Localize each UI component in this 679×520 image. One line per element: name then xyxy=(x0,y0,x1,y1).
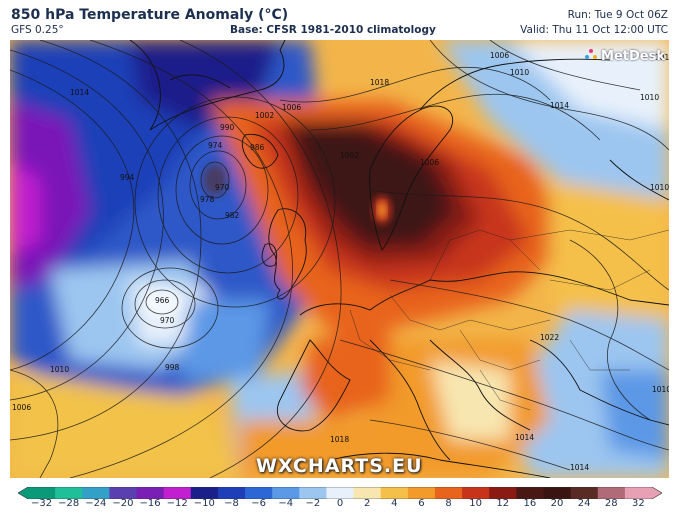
colorbar-gradient xyxy=(17,486,663,500)
colorbar-segment xyxy=(163,487,192,499)
temperature-field xyxy=(10,40,669,478)
colorbar-tick-label: 28 xyxy=(604,498,618,509)
climatology-base-label: Base: CFSR 1981-2010 climatology xyxy=(230,24,436,36)
colorbar-arrow-left xyxy=(18,487,28,499)
isobar-label: 1010 xyxy=(640,93,659,102)
colorbar-tick-label: −16 xyxy=(139,498,161,509)
colorbar-segment xyxy=(326,487,355,499)
colorbar-tick-label: 6 xyxy=(418,498,425,509)
colorbar-tick-label: −2 xyxy=(305,498,321,509)
colorbar-tick-label: 24 xyxy=(577,498,591,509)
isobar-label: 1014 xyxy=(70,88,89,97)
colorbar-segment xyxy=(217,487,246,499)
colorbar-tick-label: 16 xyxy=(523,498,537,509)
isobar-label: 1018 xyxy=(655,53,669,62)
isobar-label: 1006 xyxy=(490,51,509,60)
isobar-label: 1014 xyxy=(515,433,534,442)
isobar-label: 978 xyxy=(200,195,215,204)
colorbar-segment xyxy=(272,487,300,499)
colorbar-segment xyxy=(55,487,83,499)
metdesk-logo-text: MetDesk xyxy=(601,49,665,64)
colorbar-segment xyxy=(380,487,409,499)
isobar-labels: 1014 1018 1010 1006 1002 1006 1010 1014 … xyxy=(12,51,669,472)
colorbar-segment xyxy=(109,487,138,499)
colorbar-tick-label: −20 xyxy=(112,498,134,509)
model-label: GFS 0.25° xyxy=(11,24,64,36)
wxcharts-watermark: WXCHARTS.EU xyxy=(256,455,423,477)
colorbar-segment xyxy=(462,487,490,499)
colorbar-tick-label: −24 xyxy=(85,498,107,509)
isobar-label: 998 xyxy=(165,363,180,372)
colorbar-tick-label: −6 xyxy=(251,498,266,509)
isobar-label: 990 xyxy=(220,123,235,132)
colorbar-segment xyxy=(597,487,626,499)
colorbar-tick-label: −32 xyxy=(31,498,53,509)
colorbar-tick-label: −8 xyxy=(224,498,239,509)
isobar-label: 1018 xyxy=(370,78,389,87)
isobar-label: 1010 xyxy=(652,385,669,394)
metdesk-logo: MetDesk xyxy=(584,48,665,64)
isobar-label: 1014 xyxy=(570,463,589,472)
colorbar-tick-label: 20 xyxy=(550,498,564,509)
map-canvas: 1014 1018 1010 1006 1002 1006 1010 1014 … xyxy=(10,40,669,478)
colorbar-tick-label: 4 xyxy=(391,498,398,509)
colorbar-tick-label: −10 xyxy=(193,498,215,509)
colorbar-ticks: −32 −28 −24 −20 −16 −12 −10 −8 −6 −4 −2 0 2 4 6 8 10 12 16… xyxy=(0,498,679,516)
colorbar-segment xyxy=(489,487,517,499)
isobar-label: 970 xyxy=(160,316,175,325)
colorbar-tick-label: −28 xyxy=(58,498,80,509)
colorbar-segment xyxy=(516,487,544,499)
colorbar-segment xyxy=(543,487,572,499)
colorbar-segment xyxy=(407,487,436,499)
isobar-label: 1022 xyxy=(540,333,559,342)
colorbar-segment xyxy=(434,487,463,499)
colorbar xyxy=(17,484,663,500)
isobar-label: 1010 xyxy=(510,68,529,77)
isobar-label: 994 xyxy=(120,173,135,182)
colorbar-tick-label: 10 xyxy=(469,498,483,509)
isobar-label: 966 xyxy=(155,296,170,305)
colorbar-segment xyxy=(245,487,273,499)
metdesk-logo-icon xyxy=(585,49,598,59)
colorbar-segment xyxy=(624,487,653,499)
valid-time-label: Valid: Thu 11 Oct 12:00 UTC xyxy=(520,24,668,36)
colorbar-tick-label: −4 xyxy=(278,498,294,509)
isobar-label: 986 xyxy=(250,143,265,152)
colorbar-segment xyxy=(28,487,56,499)
isobar-label: 1014 xyxy=(550,101,569,110)
isobar-label: 970 xyxy=(215,183,230,192)
isobar-label: 1010 xyxy=(650,183,669,192)
colorbar-tick-label: 32 xyxy=(632,498,645,509)
colorbar-tick-label: 0 xyxy=(336,498,344,509)
colorbar-tick-label: 8 xyxy=(445,498,452,509)
isobar-label: 1002 xyxy=(340,151,359,160)
isobar-label: 974 xyxy=(208,141,223,150)
map-title: 850 hPa Temperature Anomaly (°C) xyxy=(11,7,289,23)
anomaly-map: 1014 1018 1010 1006 1002 1006 1010 1014 … xyxy=(10,40,669,478)
colorbar-segment xyxy=(570,487,599,499)
colorbar-segment xyxy=(190,487,219,499)
colorbar-segment xyxy=(299,487,327,499)
isobar-label: 982 xyxy=(225,211,240,220)
isobars xyxy=(10,40,669,478)
isobar-label: 1018 xyxy=(330,435,349,444)
isobar-label: 1002 xyxy=(255,111,274,120)
colorbar-tick-label: 2 xyxy=(363,498,371,509)
isobar-label: 1010 xyxy=(50,365,69,374)
isobar-label: 1006 xyxy=(12,403,31,412)
colorbar-segment xyxy=(353,487,382,499)
run-time-label: Run: Tue 9 Oct 06Z xyxy=(567,9,668,21)
colorbar-arrow-right xyxy=(652,487,662,499)
colorbar-tick-label: −12 xyxy=(166,498,188,509)
colorbar-tick-label: 12 xyxy=(496,498,510,509)
map-header: 850 hPa Temperature Anomaly (°C) GFS 0.2… xyxy=(0,0,679,40)
isobar-label: 1006 xyxy=(282,103,301,112)
colorbar-segment xyxy=(136,487,165,499)
isobar-label: 1006 xyxy=(420,158,439,167)
coastlines xyxy=(129,40,669,478)
colorbar-segment xyxy=(82,487,110,499)
